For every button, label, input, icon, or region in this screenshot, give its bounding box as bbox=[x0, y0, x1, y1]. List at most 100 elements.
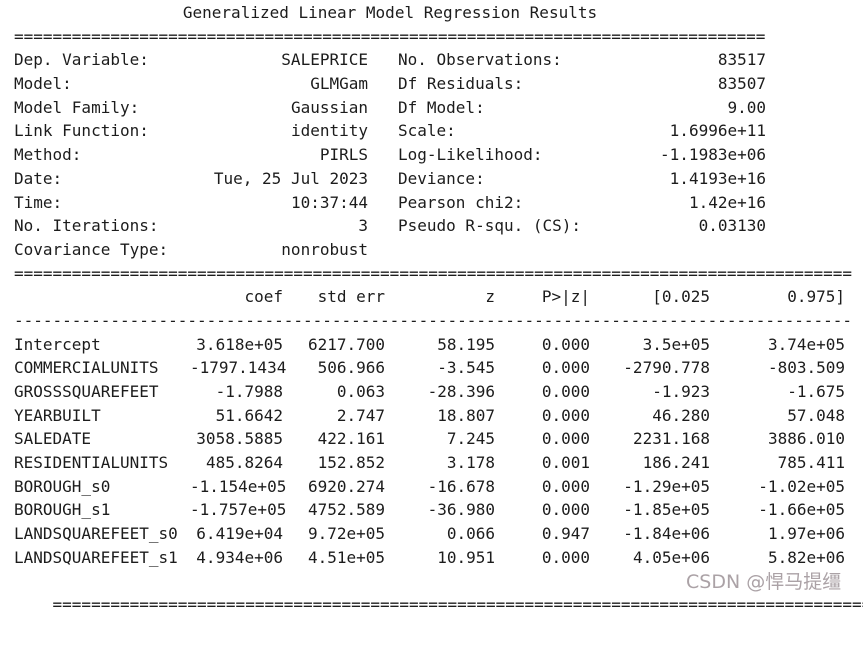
info-label-right: Pseudo R-squ. (CS): bbox=[398, 216, 582, 236]
coef-table-row: SALEDATE 3058.5885 422.161 7.245 0.000 2… bbox=[14, 427, 863, 451]
ci-high-value: 3886.010 bbox=[767, 429, 845, 449]
z-value: 7.245 bbox=[446, 429, 495, 449]
ci-low-value: 186.241 bbox=[642, 453, 710, 473]
coef-table-row: LANDSQUAREFEET_s0 6.419e+04 9.72e+05 0.0… bbox=[14, 522, 863, 546]
ci-low-value: 2231.168 bbox=[632, 429, 710, 449]
coef-table-header: coef std err z P>|z| [0.025 0.975] bbox=[14, 285, 863, 309]
ci-high-value: 1.97e+06 bbox=[767, 524, 845, 544]
header-ci-high: 0.975] bbox=[787, 287, 845, 307]
separator-bottom: ========================================… bbox=[14, 570, 863, 615]
ci-low-value: 3.5e+05 bbox=[642, 334, 710, 354]
info-value-right: 0.03130 bbox=[698, 216, 766, 236]
coef-value: 3.618e+05 bbox=[196, 334, 283, 354]
info-label-right bbox=[398, 238, 588, 262]
coef-table-row: BOROUGH_s0 -1.154e+05 6920.274 -16.678 0… bbox=[14, 475, 863, 499]
page-title: Generalized Linear Model Regression Resu… bbox=[182, 3, 598, 22]
info-value-left: 10:37:44 bbox=[290, 192, 368, 212]
coef-variable-name: LANDSQUAREFEET_s1 bbox=[14, 547, 178, 567]
header-coef: coef bbox=[244, 287, 283, 307]
info-value-right: 9.00 bbox=[727, 97, 766, 117]
info-column-gap bbox=[368, 143, 398, 167]
p-value: 0.000 bbox=[541, 547, 590, 567]
header-std-err: std err bbox=[317, 287, 385, 307]
ci-high-value: 3.74e+05 bbox=[767, 334, 845, 354]
header-p-value: P>|z| bbox=[541, 287, 590, 307]
ci-high-value: 5.82e+06 bbox=[767, 547, 845, 567]
info-value-right: 1.4193e+16 bbox=[669, 168, 766, 188]
coef-value: -1.757e+05 bbox=[190, 500, 287, 520]
info-value-left: Tue, 25 Jul 2023 bbox=[213, 168, 368, 188]
model-info-row: No. Iterations: 3 Pseudo R-squ. (CS): 0.… bbox=[14, 214, 863, 238]
coef-value: -1.7988 bbox=[215, 382, 283, 401]
coef-variable-name: YEARBUILT bbox=[14, 405, 101, 425]
info-value-right: 1.42e+16 bbox=[688, 192, 766, 212]
coef-table-row: YEARBUILT 51.6642 2.747 18.807 0.000 46.… bbox=[14, 404, 863, 428]
std-err-value: 6217.700 bbox=[307, 334, 385, 354]
std-err-value: 9.72e+05 bbox=[307, 524, 385, 544]
model-info-row: Dep. Variable: SALEPRICE No. Observation… bbox=[14, 48, 863, 72]
coef-value: 6.419e+04 bbox=[196, 524, 283, 544]
model-info-row: Covariance Type: nonrobust bbox=[14, 238, 863, 262]
model-info-row: Model: GLMGam Df Residuals: 83507 bbox=[14, 72, 863, 96]
z-value: -16.678 bbox=[427, 476, 495, 496]
info-label-right: Scale: bbox=[398, 121, 456, 141]
coef-variable-name: SALEDATE bbox=[14, 429, 92, 449]
z-value: 0.066 bbox=[446, 524, 495, 544]
std-err-value: 4.51e+05 bbox=[307, 547, 385, 567]
coef-variable-name: COMMERCIALUNITS bbox=[14, 358, 159, 378]
ci-high-value: -803.509 bbox=[767, 358, 845, 378]
z-value: 58.195 bbox=[437, 334, 495, 354]
separator-bottom-line: ========================================… bbox=[52, 595, 863, 615]
coef-table-row: COMMERCIALUNITS -1797.1434 506.966 -3.54… bbox=[14, 356, 863, 380]
std-err-value: 152.852 bbox=[317, 453, 385, 473]
info-column-gap bbox=[368, 96, 398, 120]
csdn-watermark: CSDN @悍马提缰 bbox=[686, 570, 842, 593]
model-info-row: Model Family: Gaussian Df Model: 9.00 bbox=[14, 96, 863, 120]
coef-value: 4.934e+06 bbox=[196, 547, 283, 567]
coef-value: -1.154e+05 bbox=[190, 476, 287, 496]
info-column-gap bbox=[368, 119, 398, 143]
info-column-gap bbox=[368, 191, 398, 215]
z-value: 10.951 bbox=[437, 547, 495, 567]
info-label-right: Log-Likelihood: bbox=[398, 145, 543, 165]
ci-high-value: -1.02e+05 bbox=[758, 476, 845, 496]
z-value: -3.545 bbox=[437, 358, 495, 378]
header-z: z bbox=[485, 287, 495, 307]
info-label-right: Df Model: bbox=[398, 97, 485, 117]
coef-value: 3058.5885 bbox=[196, 429, 283, 449]
z-value: 3.178 bbox=[446, 453, 495, 473]
info-value-right: 1.6996e+11 bbox=[669, 121, 766, 141]
z-value: -28.396 bbox=[427, 382, 495, 401]
std-err-value: 506.966 bbox=[317, 358, 385, 378]
info-value-left: SALEPRICE bbox=[281, 50, 368, 70]
info-column-gap bbox=[368, 238, 398, 262]
std-err-value: 2.747 bbox=[336, 405, 385, 425]
z-value: 18.807 bbox=[437, 405, 495, 425]
separator-middle: ========================================… bbox=[14, 263, 853, 283]
p-value: 0.000 bbox=[541, 476, 590, 496]
info-label-right: Deviance: bbox=[398, 168, 485, 188]
info-column-gap bbox=[368, 214, 398, 238]
info-value-left: nonrobust bbox=[281, 239, 368, 259]
info-label-left: Dep. Variable: bbox=[14, 50, 149, 70]
info-value-left: PIRLS bbox=[319, 145, 368, 165]
ci-high-value: -1.66e+05 bbox=[758, 500, 845, 520]
info-label-left: Method: bbox=[14, 145, 82, 165]
coef-variable-name: RESIDENTIALUNITS bbox=[14, 453, 169, 473]
p-value: 0.000 bbox=[541, 405, 590, 425]
p-value: 0.000 bbox=[541, 358, 590, 378]
coef-variable-name: BOROUGH_s1 bbox=[14, 500, 111, 520]
std-err-value: 422.161 bbox=[317, 429, 385, 449]
std-err-value: 0.063 bbox=[336, 382, 385, 401]
ci-low-value: -2790.778 bbox=[623, 358, 710, 378]
model-info-row: Time: 10:37:44 Pearson chi2: 1.42e+16 bbox=[14, 191, 863, 215]
model-info-row: Date: Tue, 25 Jul 2023 Deviance: 1.4193e… bbox=[14, 167, 863, 191]
coef-table-row: Intercept 3.618e+05 6217.700 58.195 0.00… bbox=[14, 333, 863, 357]
ci-low-value: 46.280 bbox=[652, 405, 710, 425]
coef-variable-name: LANDSQUAREFEET_s0 bbox=[14, 524, 178, 544]
ci-high-value: -1.675 bbox=[787, 382, 845, 401]
separator-top: ========================================… bbox=[14, 26, 766, 46]
info-label-right: No. Observations: bbox=[398, 50, 562, 70]
info-label-left: Time: bbox=[14, 192, 63, 212]
coef-table-row: RESIDENTIALUNITS 485.8264 152.852 3.178 … bbox=[14, 451, 863, 475]
